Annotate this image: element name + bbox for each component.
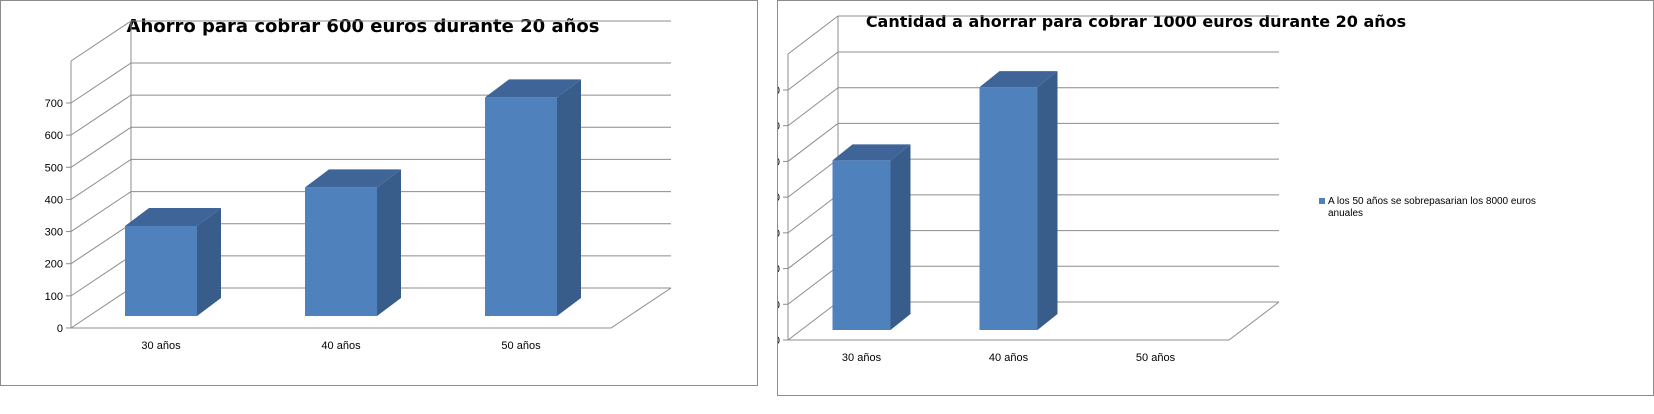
bar-top [485, 79, 581, 98]
side-gridline [787, 158, 839, 198]
side-gridline [787, 51, 839, 91]
y-tick-label: 500 [45, 162, 63, 174]
y-tick-label: 200 [778, 264, 780, 276]
y-tick-label: 100 [45, 291, 63, 303]
side-gridline [787, 265, 839, 305]
chart-right-legend: A los 50 años se sobrepasarian los 8000 … [1319, 196, 1536, 219]
x-category-label: 50 años [1136, 352, 1176, 364]
chart-panel-left: Ahorro para cobrar 600 euros durante 20 … [0, 0, 758, 386]
y-tick-label: 400 [778, 192, 780, 204]
bar-side [557, 79, 581, 316]
bar-side [1037, 71, 1058, 331]
y-tick-label: 700 [778, 85, 780, 97]
side-gridline [787, 87, 839, 127]
y-tick-label: 0 [778, 335, 780, 347]
side-gridline [787, 230, 839, 269]
bar-top [305, 169, 401, 188]
side-gridline [70, 62, 132, 104]
bar-top [979, 71, 1058, 88]
bar [125, 226, 197, 316]
y-tick-label: 100 [778, 299, 780, 311]
x-category-label: 40 años [989, 352, 1029, 364]
legend-label-line1: A los 50 años se sobrepasarian los 8000 … [1328, 196, 1536, 207]
side-gridline [70, 94, 132, 136]
y-tick-label: 300 [778, 228, 780, 240]
side-gridline [70, 287, 132, 329]
side-gridline [70, 159, 132, 200]
side-gridline [70, 126, 132, 168]
legend-label-line2: anuales [1328, 208, 1363, 219]
side-gridline [70, 20, 132, 62]
chart-left-svg: Ahorro para cobrar 600 euros durante 20 … [45, 16, 672, 352]
floor-edge [788, 301, 1280, 341]
side-gridline [70, 223, 132, 265]
bar-top [125, 208, 221, 226]
side-gridline [787, 15, 839, 55]
side-gridline [787, 301, 839, 341]
bar-top [832, 144, 911, 161]
x-category-label: 30 años [842, 352, 882, 364]
bar [832, 160, 891, 330]
legend-swatch [1319, 198, 1325, 204]
x-category-label: 50 años [501, 340, 541, 352]
side-gridline [787, 194, 839, 234]
y-tick-label: 600 [778, 121, 780, 133]
chart-panel-right: Cantidad a ahorrar para cobrar 1000 euro… [777, 0, 1654, 396]
bar-side [377, 169, 401, 316]
bar [305, 187, 377, 316]
side-gridline [787, 123, 839, 162]
x-category-label: 40 años [321, 340, 361, 352]
bar [979, 87, 1038, 331]
chart-right-svg: Cantidad a ahorrar para cobrar 1000 euro… [778, 12, 1536, 364]
y-tick-label: 0 [57, 323, 63, 335]
floor-edge [71, 287, 672, 329]
y-tick-label: 200 [45, 259, 63, 271]
x-category-label: 30 años [141, 340, 181, 352]
chart-left-title: Ahorro para cobrar 600 euros durante 20 … [127, 16, 600, 37]
y-tick-label: 500 [778, 156, 780, 168]
chart-right-title: Cantidad a ahorrar para cobrar 1000 euro… [866, 12, 1406, 31]
y-tick-label: 600 [45, 130, 63, 142]
y-tick-label: 300 [45, 227, 63, 239]
bar-side [197, 208, 221, 316]
bar-side [890, 144, 911, 330]
y-tick-label: 700 [45, 98, 63, 110]
side-gridline [70, 255, 132, 297]
bar [485, 97, 557, 316]
side-gridline [70, 191, 132, 232]
y-tick-label: 400 [45, 194, 63, 206]
